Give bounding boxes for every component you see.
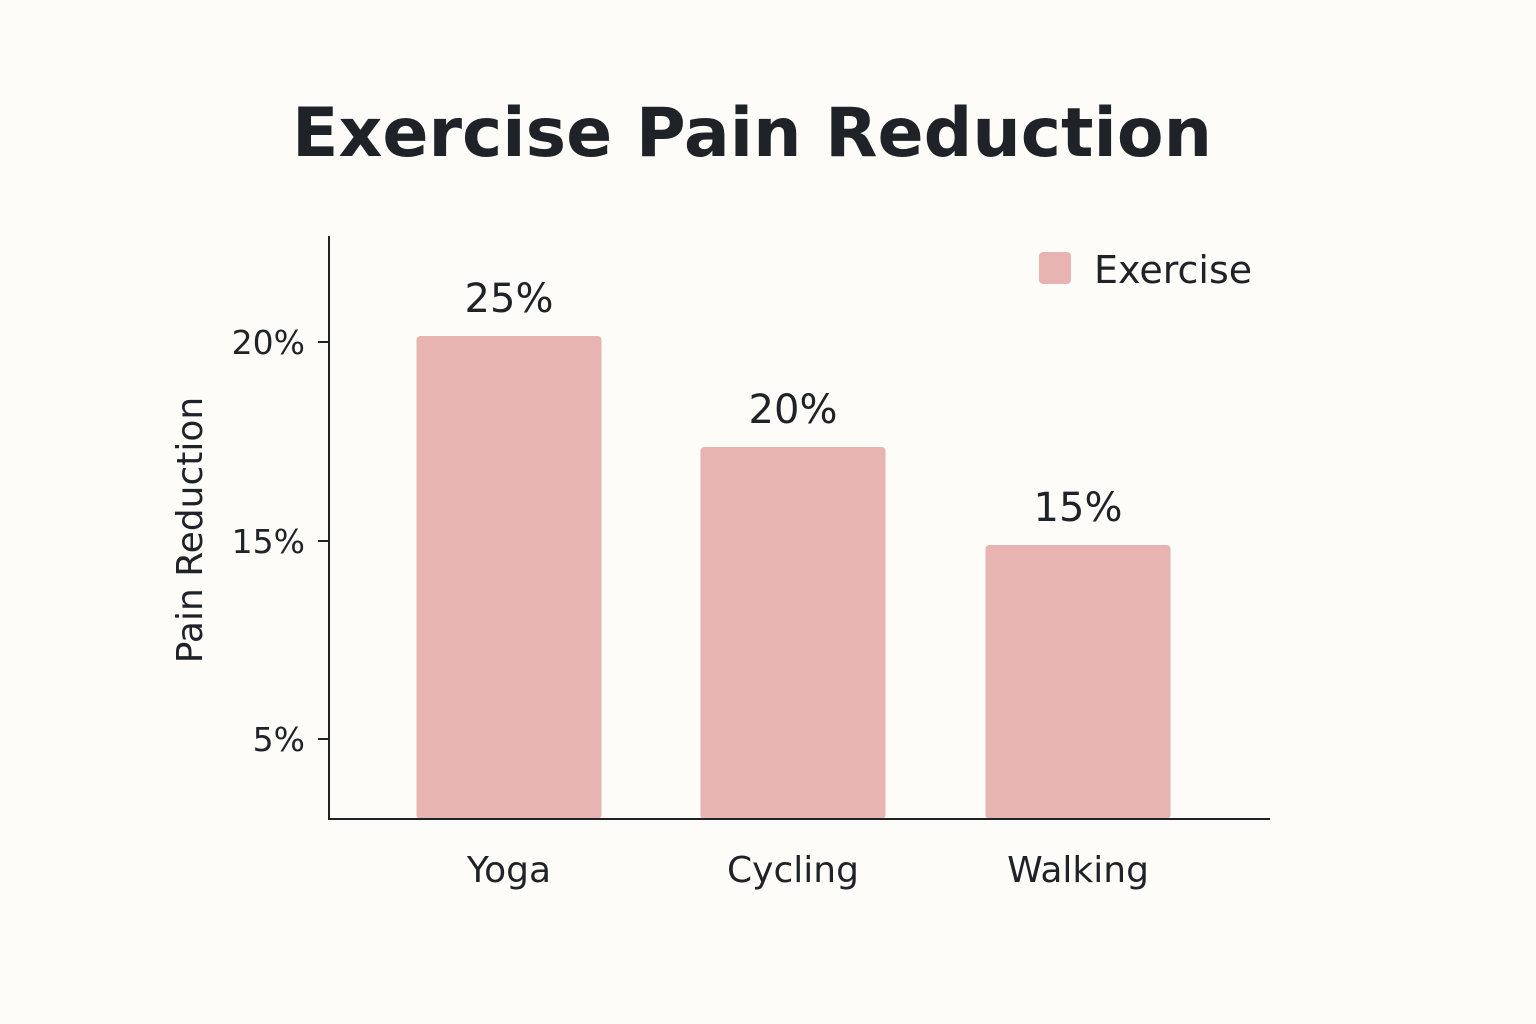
y-ticks-layer: 5% 15% 20% bbox=[232, 323, 329, 759]
x-tick-label-cycling: Cycling bbox=[727, 850, 859, 891]
value-label-cycling: 20% bbox=[749, 387, 838, 433]
value-label-yoga: 25% bbox=[465, 276, 554, 322]
bar-yoga bbox=[416, 336, 602, 819]
legend: Exercise bbox=[1039, 248, 1252, 292]
value-label-walking: 15% bbox=[1034, 485, 1123, 531]
y-tick-label-15: 15% bbox=[232, 522, 305, 561]
bars-layer bbox=[416, 336, 1171, 819]
x-tick-label-walking: Walking bbox=[1007, 850, 1149, 891]
value-labels-layer: 25% 20% 15% bbox=[465, 276, 1123, 531]
bar-cycling bbox=[700, 447, 886, 819]
y-axis-label: Pain Reduction bbox=[170, 397, 211, 663]
legend-label: Exercise bbox=[1094, 248, 1252, 292]
legend-swatch bbox=[1039, 252, 1071, 284]
bar-walking bbox=[985, 545, 1171, 819]
x-categories-layer: Yoga Cycling Walking bbox=[466, 850, 1149, 891]
y-tick-label-20: 20% bbox=[232, 323, 305, 362]
x-tick-label-yoga: Yoga bbox=[466, 850, 551, 891]
y-tick-label-5: 5% bbox=[253, 720, 305, 759]
chart-title: Exercise Pain Reduction bbox=[292, 94, 1212, 173]
